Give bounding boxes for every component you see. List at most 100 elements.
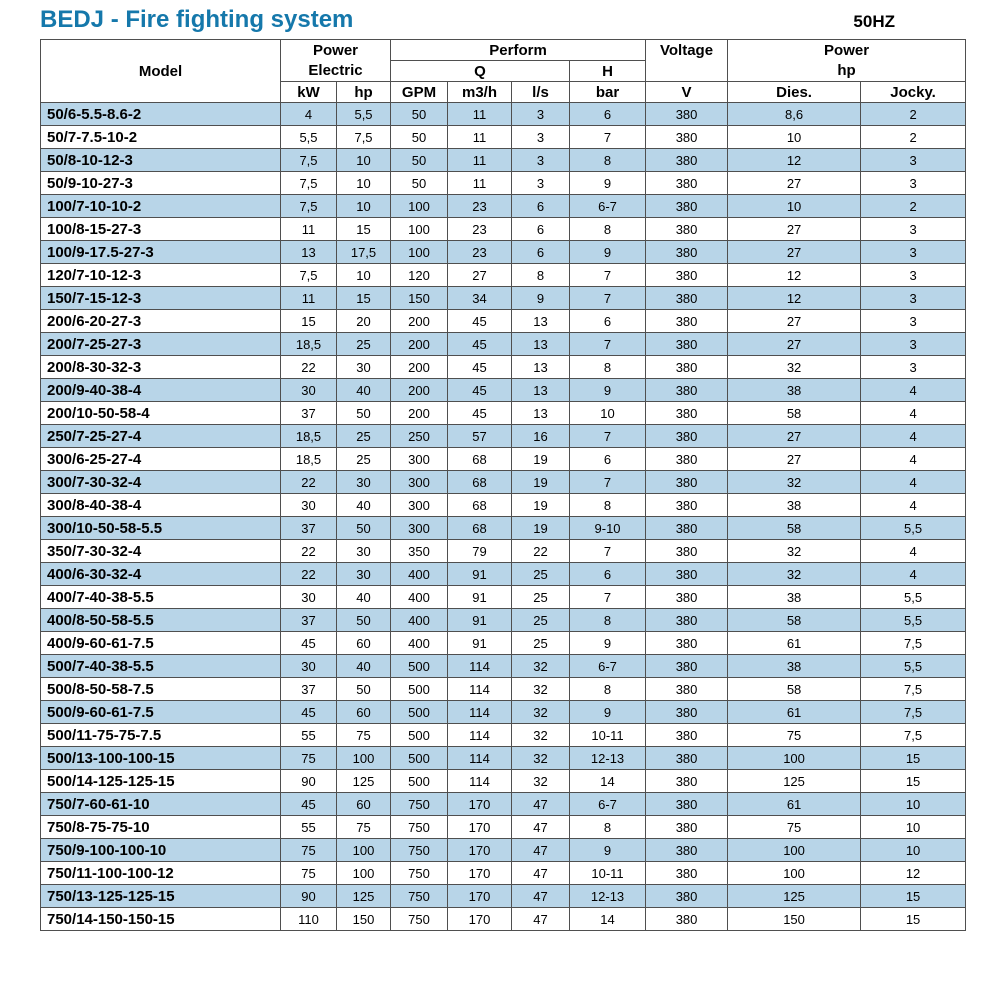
value-cell: 380 (645, 194, 729, 218)
value-cell: 500 (390, 769, 449, 793)
value-cell: 7,5 (860, 631, 967, 655)
value-cell: 50 (390, 171, 449, 195)
value-cell: 380 (645, 424, 729, 448)
value-cell: 25 (335, 332, 392, 356)
value-cell: 19 (511, 447, 571, 471)
value-cell: 9 (569, 631, 647, 655)
value-cell: 8 (569, 608, 647, 632)
value-cell: 19 (511, 493, 571, 517)
value-cell: 68 (447, 516, 513, 540)
value-cell: 200 (390, 332, 449, 356)
value-cell: 114 (447, 769, 513, 793)
table-row: 50/7-7.5-10-2 5,5 7,5 50 11 3 7 380 10 2 (40, 125, 967, 149)
model-cell: 200/10-50-58-4 (40, 401, 281, 425)
value-cell: 2 (860, 102, 967, 126)
value-cell: 47 (511, 907, 571, 931)
value-cell: 15 (860, 884, 967, 908)
value-cell: 11 (280, 286, 337, 310)
model-cell: 400/7-40-38-5.5 (40, 585, 281, 609)
value-cell: 32 (511, 700, 571, 724)
value-cell: 32 (511, 723, 571, 747)
model-cell: 200/9-40-38-4 (40, 378, 281, 402)
value-cell: 15 (860, 746, 967, 770)
unit-header-bar: bar (569, 81, 647, 103)
frequency-label: 50HZ (853, 12, 895, 31)
table-row: 400/7-40-38-5.5 30 40 400 91 25 7 380 38 5,5 (40, 585, 967, 609)
header-bar: BEDJ - Fire fighting system 50HZ (40, 6, 965, 34)
value-cell: 9 (511, 286, 571, 310)
value-cell: 13 (511, 309, 571, 333)
value-cell: 380 (645, 792, 729, 816)
value-cell: 32 (511, 654, 571, 678)
value-cell: 9-10 (569, 516, 647, 540)
table-row: 300/10-50-58-5.5 37 50 300 68 19 9-10 380 58 5,5 (40, 516, 967, 540)
value-cell: 500 (390, 723, 449, 747)
value-cell: 3 (860, 263, 967, 287)
pump-spec-table: Model Power Perform Voltage Power Electr… (40, 39, 967, 931)
value-cell: 47 (511, 792, 571, 816)
unit-header-hp: hp (335, 81, 392, 103)
value-cell: 500 (390, 654, 449, 678)
value-cell: 19 (511, 516, 571, 540)
value-cell: 3 (511, 171, 571, 195)
model-cell: 400/8-50-58-5.5 (40, 608, 281, 632)
value-cell: 3 (860, 171, 967, 195)
value-cell: 380 (645, 217, 729, 241)
value-cell: 38 (727, 493, 862, 517)
value-cell: 150 (390, 286, 449, 310)
value-cell: 114 (447, 654, 513, 678)
value-cell: 75 (727, 723, 862, 747)
value-cell: 7,5 (280, 263, 337, 287)
model-cell: 750/8-75-75-10 (40, 815, 281, 839)
value-cell: 3 (860, 332, 967, 356)
value-cell: 11 (447, 125, 513, 149)
value-cell: 91 (447, 562, 513, 586)
value-cell: 380 (645, 769, 729, 793)
value-cell: 32 (511, 769, 571, 793)
model-cell: 350/7-30-32-4 (40, 539, 281, 563)
table-row: 100/9-17.5-27-3 13 17,5 100 23 6 9 380 27 3 (40, 240, 967, 264)
value-cell: 55 (280, 815, 337, 839)
model-cell: 750/14-150-150-15 (40, 907, 281, 931)
value-cell: 350 (390, 539, 449, 563)
model-cell: 500/7-40-38-5.5 (40, 654, 281, 678)
value-cell: 7 (569, 263, 647, 287)
value-cell: 30 (335, 539, 392, 563)
value-cell: 50 (390, 102, 449, 126)
value-cell: 32 (511, 746, 571, 770)
value-cell: 380 (645, 125, 729, 149)
model-cell: 120/7-10-12-3 (40, 263, 281, 287)
value-cell: 8 (569, 677, 647, 701)
page-title: BEDJ - Fire fighting system (40, 6, 354, 33)
value-cell: 37 (280, 677, 337, 701)
value-cell: 10 (727, 194, 862, 218)
model-cell: 750/7-60-61-10 (40, 792, 281, 816)
value-cell: 58 (727, 677, 862, 701)
value-cell: 3 (860, 217, 967, 241)
value-cell: 14 (569, 907, 647, 931)
value-cell: 170 (447, 884, 513, 908)
table-row: 750/8-75-75-10 55 75 750 170 47 8 380 75 10 (40, 815, 967, 839)
value-cell: 25 (511, 562, 571, 586)
model-cell: 200/8-30-32-3 (40, 355, 281, 379)
value-cell: 22 (511, 539, 571, 563)
value-cell: 5,5 (860, 654, 967, 678)
value-cell: 12 (860, 861, 967, 885)
value-cell: 5,5 (860, 516, 967, 540)
value-cell: 25 (511, 608, 571, 632)
value-cell: 8 (569, 148, 647, 172)
value-cell: 750 (390, 815, 449, 839)
value-cell: 380 (645, 562, 729, 586)
value-cell: 30 (280, 654, 337, 678)
value-cell: 100 (727, 838, 862, 862)
table-row: 50/8-10-12-3 7,5 10 50 11 3 8 380 12 3 (40, 148, 967, 172)
value-cell: 7 (569, 125, 647, 149)
value-cell: 6 (569, 562, 647, 586)
model-cell: 400/6-30-32-4 (40, 562, 281, 586)
value-cell: 200 (390, 378, 449, 402)
model-cell: 500/9-60-61-7.5 (40, 700, 281, 724)
header-row-2: Electric Q H hp (41, 60, 967, 82)
value-cell: 8 (511, 263, 571, 287)
value-cell: 380 (645, 309, 729, 333)
table-row: 100/8-15-27-3 11 15 100 23 6 8 380 27 3 (40, 217, 967, 241)
